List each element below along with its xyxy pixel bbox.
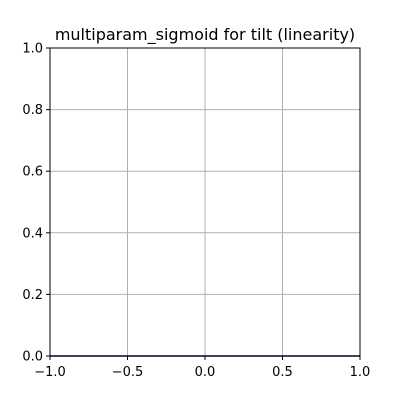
chart-title: multiparam_sigmoid for tilt (linearity) xyxy=(55,25,355,45)
y-tick-label: 0.2 xyxy=(22,288,43,303)
ticks: −1.0 −0.5 0.0 0.5 1.0 0.0 0.2 0.4 0.6 0.8 1.0 xyxy=(22,42,370,381)
y-tick-label: 0.6 xyxy=(22,165,43,180)
y-tick-label: 0.0 xyxy=(22,350,43,365)
x-tick-label: 0.5 xyxy=(272,365,293,380)
x-tick-label: 1.0 xyxy=(350,365,371,380)
x-tick-label: −1.0 xyxy=(34,365,66,380)
y-tick-label: 1.0 xyxy=(22,42,43,57)
y-tick-label: 0.8 xyxy=(22,103,43,118)
y-tick-label: 0.4 xyxy=(22,226,43,241)
x-tick-label: 0.0 xyxy=(195,365,216,380)
x-tick-label: −0.5 xyxy=(112,365,144,380)
